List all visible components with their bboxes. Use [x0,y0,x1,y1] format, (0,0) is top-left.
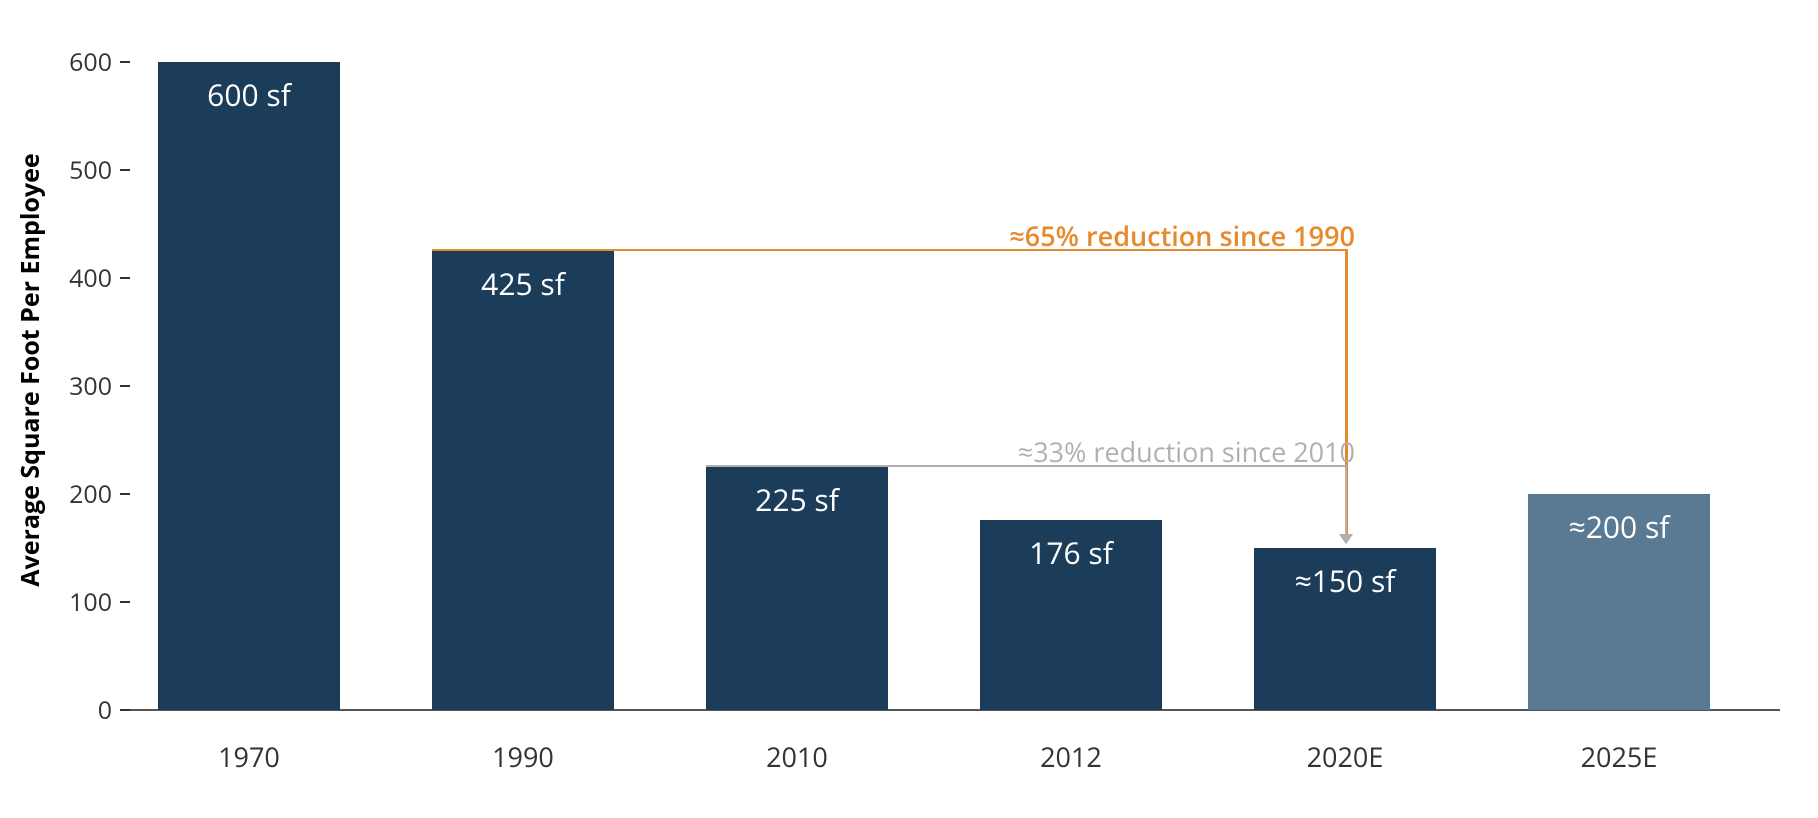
bar-value-label: ≈200 sf [1569,506,1670,547]
bar-1970 [158,62,340,710]
x-tick-label: 2020E [1307,738,1384,775]
bar-value-label: 600 sf [207,74,291,115]
y-tick-label: 100 [69,585,112,619]
annotation-label: ≈65% reduction since 1990 [1009,217,1355,254]
y-tick-mark [120,385,130,387]
bar-1990 [432,251,614,710]
bar-value-label: ≈150 sf [1295,560,1396,601]
y-tick-mark [120,169,130,171]
bar-value-label: 425 sf [481,263,565,304]
plot-area: 600 sf 425 sf 225 sf 176 sf ≈150 sf ≈200 sf ≈6… [130,30,1770,710]
y-tick-label: 600 [69,45,112,79]
y-tick-mark [120,601,130,603]
x-tick-label: 2012 [1040,738,1102,775]
x-tick-label: 1990 [492,738,554,775]
annotation-label: ≈33% reduction since 2010 [1018,433,1355,470]
bar-value-label: 225 sf [755,479,839,520]
y-tick-mark [120,61,130,63]
sqft-per-employee-chart: Average Square Foot Per Employee 600 sf 4… [0,0,1818,818]
x-tick-label: 2025E [1581,738,1658,775]
y-tick-label: 200 [69,477,112,511]
x-tick-label: 1970 [218,738,280,775]
y-tick-mark [120,709,130,711]
y-tick-mark [120,277,130,279]
y-axis-title: Average Square Foot Per Employee [13,153,47,586]
annotation-vline [1345,465,1347,536]
bar-value-label: 176 sf [1029,532,1113,573]
y-tick-label: 500 [69,153,112,187]
annotation-vline [1345,249,1348,536]
y-tick-label: 300 [69,369,112,403]
y-tick-label: 0 [98,693,112,727]
x-tick-label: 2010 [766,738,828,775]
annotation-arrowhead-icon [1339,534,1353,544]
y-tick-label: 400 [69,261,112,295]
y-tick-mark [120,493,130,495]
